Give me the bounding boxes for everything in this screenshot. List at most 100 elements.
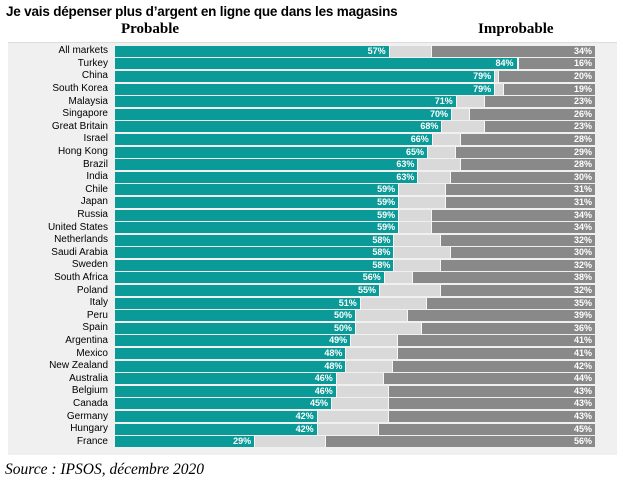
bar-track: 49% 41% [115, 335, 595, 347]
country-label: France [76, 435, 108, 447]
probable-bar: 48% [115, 348, 346, 360]
chart-row: Chile 59% 31% [8, 184, 595, 197]
bar-track: 79% 19% [115, 83, 595, 95]
remainder-bar [379, 285, 442, 297]
bar-track: 66% 28% [115, 133, 595, 145]
probable-value-label: 48% [324, 360, 343, 371]
country-label: Israel [83, 133, 108, 145]
probable-bar: 48% [115, 360, 346, 372]
country-label: Brazil [82, 158, 108, 170]
improbable-bar: 19% [503, 83, 595, 95]
bar-track: 59% 34% [115, 222, 595, 234]
bar-track: 59% 31% [115, 184, 595, 196]
remainder-bar [398, 184, 447, 196]
remainder-bar [345, 348, 399, 360]
probable-bar: 49% [115, 335, 351, 347]
probable-bar: 63% [115, 171, 418, 183]
country-label: Peru [86, 309, 108, 321]
improbable-value-label: 30% [573, 247, 592, 258]
improbable-value-label: 43% [573, 411, 592, 422]
chart-row: Mexico 48% 41% [8, 347, 595, 360]
improbable-value-label: 32% [573, 285, 592, 296]
improbable-bar: 26% [470, 108, 595, 120]
improbable-value-label: 45% [573, 423, 592, 434]
improbable-value-label: 41% [573, 335, 592, 346]
probable-bar: 59% [115, 222, 399, 234]
probable-bar: 63% [115, 159, 418, 171]
probable-column-header: Probable [121, 21, 180, 37]
bar-track: 55% 32% [115, 285, 595, 297]
bar-track: 58% 30% [115, 247, 595, 259]
improbable-bar: 30% [451, 247, 595, 259]
remainder-bar [335, 373, 384, 385]
improbable-bar: 42% [393, 360, 595, 372]
source-caption: Source : IPSOS, décembre 2020 [5, 461, 204, 478]
remainder-bar [417, 171, 451, 183]
chart-row: Italy 51% 35% [8, 297, 595, 310]
remainder-bar [355, 310, 408, 322]
probable-value-label: 50% [333, 322, 352, 333]
probable-value-label: 70% [429, 108, 448, 119]
remainder-bar [316, 411, 389, 423]
remainder-bar [393, 234, 442, 246]
improbable-bar: 31% [446, 196, 595, 208]
probable-value-label: 46% [314, 373, 333, 384]
improbable-value-label: 34% [573, 222, 592, 233]
country-label: India [86, 171, 108, 183]
chart-row: Russia 59% 34% [8, 209, 595, 222]
chart-row: Japan 59% 31% [8, 196, 595, 209]
chart-row: Brazil 63% 28% [8, 158, 595, 171]
probable-bar: 59% [115, 209, 399, 221]
probable-value-label: 79% [473, 83, 492, 94]
remainder-bar [359, 297, 427, 309]
bar-track: 29% 56% [115, 436, 595, 448]
improbable-value-label: 44% [573, 373, 592, 384]
remainder-bar [331, 398, 389, 410]
improbable-value-label: 16% [573, 58, 592, 69]
probable-bar: 59% [115, 196, 399, 208]
probable-bar: 79% [115, 70, 495, 82]
remainder-bar [383, 272, 413, 284]
probable-value-label: 58% [372, 247, 391, 258]
improbable-value-label: 23% [573, 96, 592, 107]
improbable-bar: 36% [422, 322, 595, 334]
probable-value-label: 79% [473, 70, 492, 81]
column-headers: Probable Improbable [0, 21, 636, 42]
improbable-value-label: 20% [573, 70, 592, 81]
improbable-bar: 56% [326, 436, 595, 448]
remainder-bar [494, 70, 499, 82]
chart-row: Belgium 46% 43% [8, 385, 595, 398]
probable-value-label: 45% [309, 398, 328, 409]
improbable-value-label: 26% [573, 108, 592, 119]
probable-value-label: 59% [377, 196, 396, 207]
bar-track: 65% 29% [115, 146, 595, 158]
country-label: Japan [80, 196, 108, 208]
country-label: Chile [85, 183, 108, 195]
improbable-value-label: 39% [573, 310, 592, 321]
remainder-bar [431, 133, 461, 145]
probable-bar: 46% [115, 385, 336, 397]
improbable-value-label: 56% [573, 436, 592, 447]
probable-value-label: 49% [329, 335, 348, 346]
chart-title: Je vais dépenser plus d’argent en ligne … [6, 4, 398, 19]
probable-value-label: 46% [314, 385, 333, 396]
probable-bar: 46% [115, 373, 336, 385]
bar-track: 42% 45% [115, 423, 595, 435]
improbable-value-label: 19% [573, 83, 592, 94]
probable-value-label: 42% [295, 411, 314, 422]
chart-row: Sweden 58% 32% [8, 259, 595, 272]
bar-track: 70% 26% [115, 108, 595, 120]
country-label: All markets [58, 45, 108, 57]
improbable-value-label: 31% [573, 184, 592, 195]
probable-value-label: 55% [357, 285, 376, 296]
probable-bar: 68% [115, 121, 442, 133]
probable-value-label: 58% [372, 234, 391, 245]
bar-track: 45% 43% [115, 398, 595, 410]
probable-bar: 59% [115, 184, 399, 196]
country-label: Sweden [71, 259, 108, 271]
probable-bar: 50% [115, 310, 355, 322]
improbable-value-label: 34% [573, 45, 592, 56]
improbable-bar: 43% [388, 411, 595, 423]
improbable-value-label: 28% [573, 133, 592, 144]
improbable-value-label: 32% [573, 234, 592, 245]
